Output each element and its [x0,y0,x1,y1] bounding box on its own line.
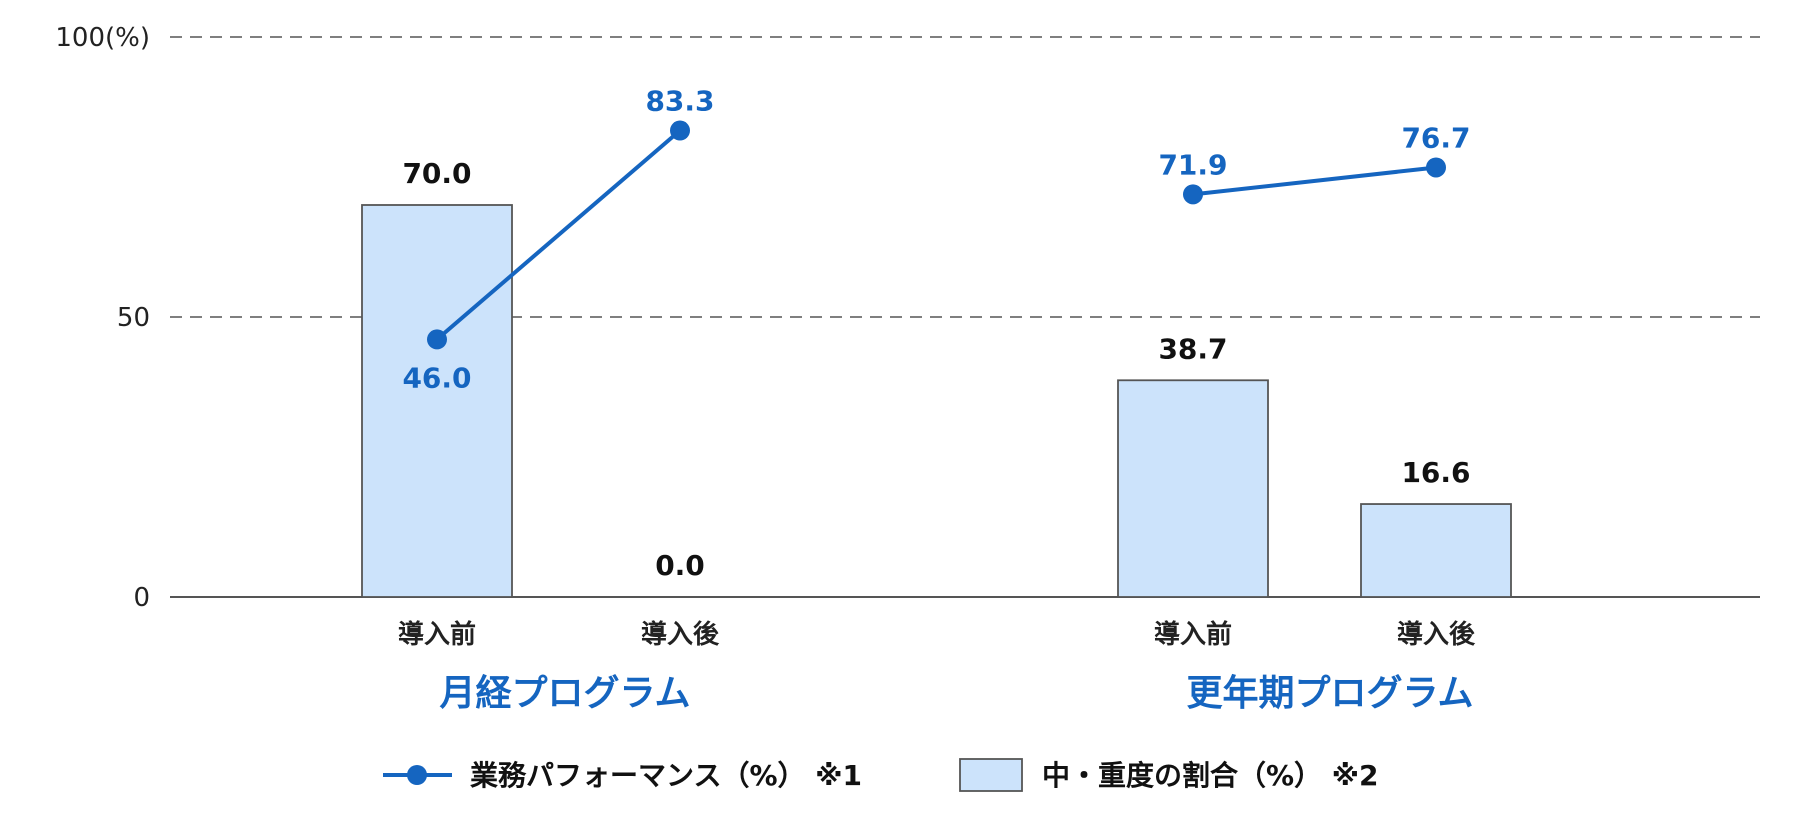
line-point [670,120,690,141]
legend-label-performance: 業務パフォーマンス（%） ※1 [470,759,862,792]
y-tick-label: 50 [117,303,150,333]
line-value-label: 46.0 [402,361,471,394]
legend: 業務パフォーマンス（%） ※1 中・重度の割合（%） ※2 [383,758,1379,792]
performance-line [435,129,682,341]
bar [1117,379,1269,598]
group-title: 更年期プログラム [1187,673,1474,714]
group-title: 月経プログラム [440,673,691,714]
y-tick-label: 100(%) [55,23,150,53]
bar [1360,503,1512,598]
category-label: 導入前 [1154,619,1232,650]
bar-value-label: 70.0 [402,157,471,190]
legend-label-severity: 中・重度の割合（%） ※2 [1042,759,1379,792]
bar [361,204,513,598]
line-value-label: 76.7 [1401,121,1470,154]
line-point [1183,184,1203,205]
category-label: 導入前 [398,619,476,650]
line-value-label: 83.3 [645,85,714,118]
legend-bar-swatch [959,758,1023,792]
line-value-label: 71.9 [1158,148,1227,181]
y-tick-label: 0 [133,583,150,613]
line-point [427,329,447,350]
performance-lines: 46.0 83.3 71.9 76.7 [402,85,1470,395]
performance-line [1192,165,1437,197]
bar-value-label: 38.7 [1158,332,1227,365]
legend-line-marker [407,765,427,785]
category-label: 導入後 [1397,619,1476,650]
category-label: 導入後 [641,619,720,650]
bar-value-label: 16.6 [1401,456,1470,489]
line-point [1426,157,1446,178]
bar-value-label: 0.0 [655,549,705,582]
bars: 70.0 0.0 38.7 16.6 [361,157,1512,598]
